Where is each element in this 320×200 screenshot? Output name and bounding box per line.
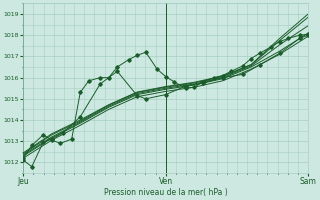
X-axis label: Pression niveau de la mer( hPa ): Pression niveau de la mer( hPa )	[104, 188, 228, 197]
